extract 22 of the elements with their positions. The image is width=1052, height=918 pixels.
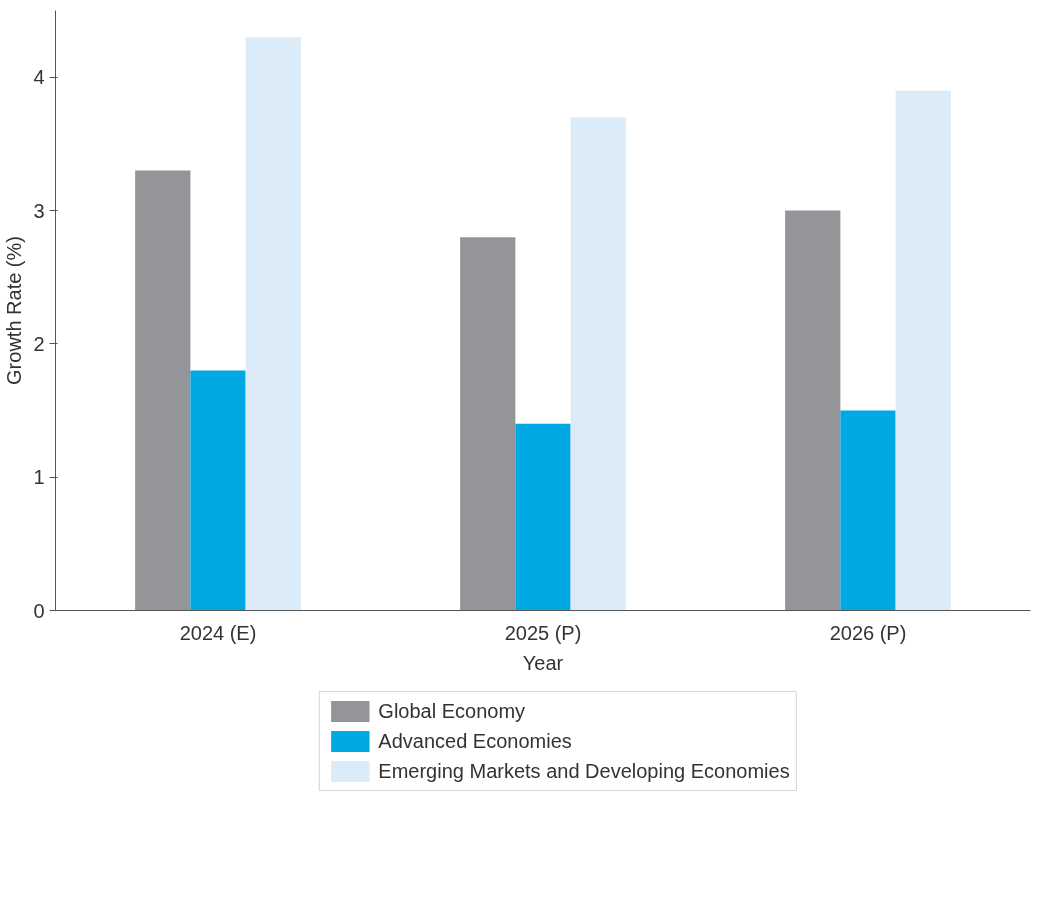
bar — [460, 237, 516, 611]
bar — [570, 117, 626, 611]
bar — [785, 210, 841, 611]
y-axis-title: Growth Rate (%) — [3, 236, 26, 385]
y-tick-label: 0 — [33, 599, 45, 622]
legend-label: Advanced Economies — [378, 729, 572, 753]
y-tick-label: 3 — [33, 199, 45, 222]
x-tick-label: 2026 (P) — [829, 621, 907, 644]
bar — [515, 423, 571, 611]
bar — [245, 37, 301, 611]
bar — [840, 410, 896, 611]
y-tick-label: 1 — [33, 466, 45, 489]
x-tick-label: 2025 (P) — [504, 621, 582, 644]
legend-label: Emerging Markets and Developing Economies — [378, 759, 790, 783]
legend-label: Global Economy — [378, 699, 526, 723]
y-tick-label: 4 — [33, 66, 45, 89]
y-tick-label: 2 — [33, 332, 45, 355]
bar — [190, 370, 246, 611]
bar — [895, 90, 951, 611]
x-axis-title: Year — [522, 651, 564, 674]
x-tick-label: 2024 (E) — [179, 621, 257, 644]
bar — [135, 170, 191, 611]
